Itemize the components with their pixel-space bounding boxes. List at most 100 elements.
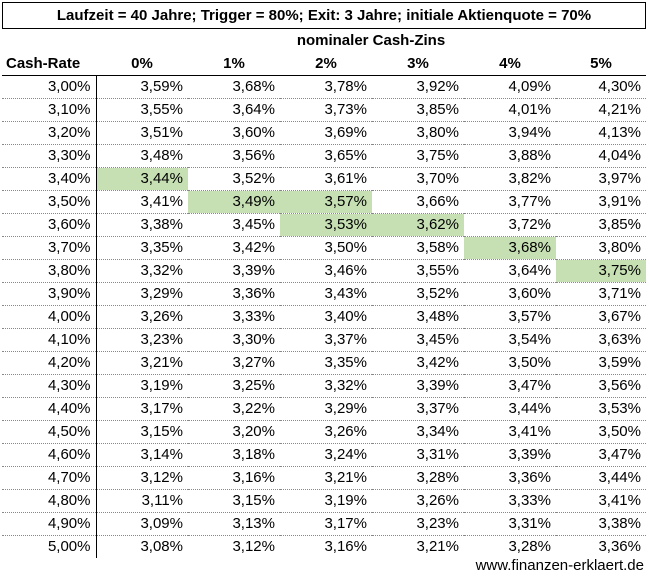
value-cell: 3,75% bbox=[372, 144, 464, 168]
value-cell: 3,29% bbox=[280, 397, 372, 421]
row-header-label: Cash-Rate bbox=[2, 52, 96, 76]
cash-rate-cell: 4,50% bbox=[2, 420, 97, 444]
cash-rate-cell: 3,40% bbox=[2, 167, 97, 191]
value-cell: 3,42% bbox=[188, 236, 280, 260]
value-cell: 3,70% bbox=[372, 167, 464, 191]
value-cell: 3,37% bbox=[372, 397, 464, 421]
value-cell: 3,28% bbox=[508, 538, 551, 556]
value-cell: 3,56% bbox=[556, 374, 646, 398]
value-cell: 3,15% bbox=[188, 489, 280, 513]
table-row: 3,50% 3,41% 3,49% 3,57% 3,66% 3,77% 3,91% bbox=[2, 190, 646, 214]
value-cell: 3,50% bbox=[556, 420, 646, 444]
value-cell: 3,22% bbox=[188, 397, 280, 421]
value-cell: 3,28% bbox=[372, 466, 464, 490]
value-cell: 3,33% bbox=[464, 489, 556, 513]
cash-rate-cell: 3,90% bbox=[2, 282, 97, 306]
table-row: 4,00% 3,26% 3,33% 3,40% 3,48% 3,57% 3,67% bbox=[2, 305, 646, 329]
value-cell: 3,14% bbox=[96, 443, 188, 467]
header-row: Cash-Rate 0% 1% 2% 3% 4% 5% bbox=[2, 52, 646, 76]
value-cell: 3,30% bbox=[188, 328, 280, 352]
column-header: 2% bbox=[280, 52, 372, 76]
value-cell: 3,82% bbox=[464, 167, 556, 191]
value-cell: 3,42% bbox=[372, 351, 464, 375]
value-cell: 3,34% bbox=[372, 420, 464, 444]
value-cell: 3,44% bbox=[556, 466, 646, 490]
table-row: 3,90% 3,29% 3,36% 3,43% 3,52% 3,60% 3,71% bbox=[2, 282, 646, 306]
value-cell: 3,47% bbox=[556, 443, 646, 467]
value-cell: 4,21% bbox=[556, 98, 646, 122]
value-cell: 3,94% bbox=[464, 121, 556, 145]
value-cell: 3,24% bbox=[280, 443, 372, 467]
cash-rate-cell: 3,10% bbox=[2, 98, 97, 122]
table-body: 3,00% 3,59% 3,68% 3,78% 3,92% 4,09% 4,30% 3,10%… bbox=[2, 75, 646, 558]
cash-rate-cell: 3,70% bbox=[2, 236, 97, 260]
value-cell: 3,85% bbox=[372, 98, 464, 122]
cash-rate-cell: 4,00% bbox=[2, 305, 97, 329]
value-cell: 3,27% bbox=[188, 351, 280, 375]
value-cell: 3,26% bbox=[372, 489, 464, 513]
value-cell: 3,39% bbox=[372, 374, 464, 398]
table-row: 4,60% 3,14% 3,18% 3,24% 3,31% 3,39% 3,47% bbox=[2, 443, 646, 467]
value-cell: 3,85% bbox=[556, 213, 646, 237]
value-cell: 3,91% bbox=[556, 190, 646, 214]
value-cell: 3,19% bbox=[280, 489, 372, 513]
cash-rate-cell: 4,30% bbox=[2, 374, 97, 398]
value-cell: 4,09% bbox=[464, 75, 556, 99]
cash-rate-cell: 4,80% bbox=[2, 489, 97, 513]
table-row: 3,60% 3,38% 3,45% 3,53% 3,62% 3,72% 3,85% bbox=[2, 213, 646, 237]
table-row: 5,00% 3,08% 3,12% 3,16% 3,21% 3,28% 3,36% bbox=[2, 535, 646, 558]
value-cell: 3,47% bbox=[464, 374, 556, 398]
value-cell: 3,26% bbox=[96, 305, 188, 329]
cash-rate-cell: 3,20% bbox=[2, 121, 97, 145]
table-row: 4,80% 3,11% 3,15% 3,19% 3,26% 3,33% 3,41% bbox=[2, 489, 646, 513]
table-row: 4,30% 3,19% 3,25% 3,32% 3,39% 3,47% 3,56% bbox=[2, 374, 646, 398]
value-cell: 3,52% bbox=[188, 167, 280, 191]
highlighted-value-cell: 3,75% bbox=[556, 259, 646, 283]
value-cell: 3,36% bbox=[188, 282, 280, 306]
value-cell: 3,23% bbox=[372, 512, 464, 536]
highlighted-value-cell: 3,62% bbox=[372, 213, 464, 237]
value-cell: 3,73% bbox=[280, 98, 372, 122]
source-url: www.finanzen-erklaert.de bbox=[475, 557, 644, 574]
value-cell: 4,30% bbox=[556, 75, 646, 99]
value-cell: 3,48% bbox=[96, 144, 188, 168]
value-cell: 3,15% bbox=[96, 420, 188, 444]
highlighted-value-cell: 3,53% bbox=[280, 213, 372, 237]
value-cell: 3,52% bbox=[372, 282, 464, 306]
value-cell: 3,71% bbox=[556, 282, 646, 306]
value-cell: 4,01% bbox=[464, 98, 556, 122]
column-header: 1% bbox=[188, 52, 280, 76]
table-row: 3,10% 3,55% 3,64% 3,73% 3,85% 4,01% 4,21% bbox=[2, 98, 646, 122]
value-cell: 3,65% bbox=[280, 144, 372, 168]
value-cell: 3,12% bbox=[96, 466, 188, 490]
table-row: 4,40% 3,17% 3,22% 3,29% 3,37% 3,44% 3,53% bbox=[2, 397, 646, 421]
value-cell: 3,38% bbox=[556, 512, 646, 536]
value-cell: 3,63% bbox=[556, 328, 646, 352]
highlighted-value-cell: 3,44% bbox=[96, 167, 188, 191]
table-row: 3,80% 3,32% 3,39% 3,46% 3,55% 3,64% 3,75% bbox=[2, 259, 646, 283]
value-cell: 3,54% bbox=[464, 328, 556, 352]
column-header: 5% bbox=[556, 52, 646, 76]
value-cell: 3,21% bbox=[96, 351, 188, 375]
value-cell: 3,46% bbox=[280, 259, 372, 283]
table-row: 4,10% 3,23% 3,30% 3,37% 3,45% 3,54% 3,63% bbox=[2, 328, 646, 352]
value-cell: 3,53% bbox=[556, 397, 646, 421]
value-cell: 3,72% bbox=[464, 213, 556, 237]
cash-rate-cell: 4,60% bbox=[2, 443, 97, 467]
value-cell: 3,67% bbox=[556, 305, 646, 329]
value-cell: 3,88% bbox=[464, 144, 556, 168]
value-cell: 3,59% bbox=[96, 75, 188, 99]
value-cell: 3,57% bbox=[464, 305, 556, 329]
table-row: 4,70% 3,12% 3,16% 3,21% 3,28% 3,36% 3,44% bbox=[2, 466, 646, 490]
results-table: Cash-Rate 0% 1% 2% 3% 4% 5% 3,00% 3,59% 3,… bbox=[2, 52, 646, 558]
value-cell: 3,64% bbox=[464, 259, 556, 283]
value-cell: 3,55% bbox=[96, 98, 188, 122]
column-header: 4% bbox=[464, 52, 556, 76]
value-cell: 3,09% bbox=[96, 512, 188, 536]
value-cell: 3,50% bbox=[280, 236, 372, 260]
value-cell: 3,39% bbox=[464, 443, 556, 467]
value-cell: 3,16% bbox=[188, 466, 280, 490]
value-cell: 3,44% bbox=[464, 397, 556, 421]
value-cell: 3,68% bbox=[188, 75, 280, 99]
